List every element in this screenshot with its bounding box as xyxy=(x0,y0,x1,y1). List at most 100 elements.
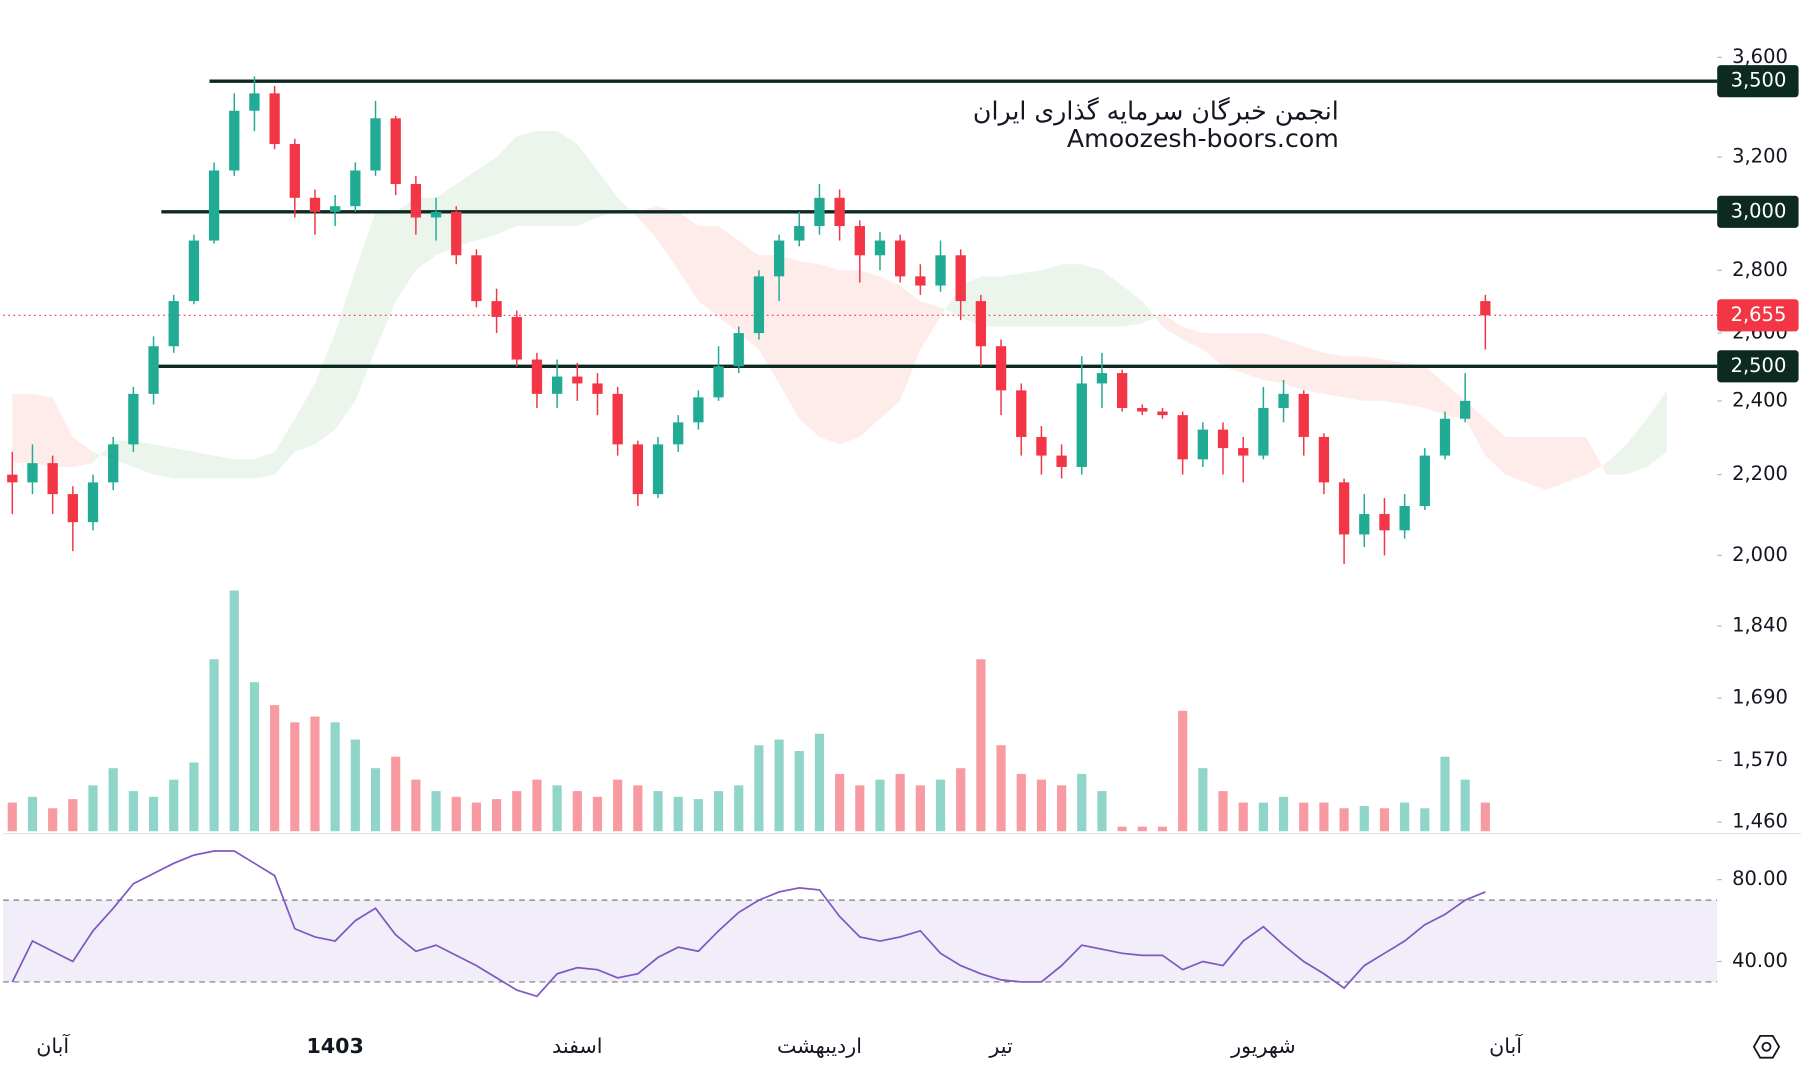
cloud-segment xyxy=(1525,436,1546,491)
cloud-segment xyxy=(1101,270,1123,327)
volume-bar xyxy=(956,768,966,832)
cloud-segment xyxy=(1586,436,1607,475)
volume-bar xyxy=(1097,791,1107,832)
cloud-segment xyxy=(1424,366,1445,416)
candle-body xyxy=(834,197,845,227)
candle-body xyxy=(1076,383,1087,467)
level-label: 2,500 xyxy=(1731,354,1787,377)
cloud-segment xyxy=(1566,436,1587,483)
volume-bar xyxy=(895,773,905,832)
candle-body xyxy=(854,226,865,256)
cloud-segment xyxy=(678,211,699,302)
volume-bar xyxy=(229,590,239,832)
volume-bar xyxy=(1218,791,1228,832)
candle-body xyxy=(511,316,522,360)
cloud-segment xyxy=(133,440,154,475)
cloud-segment xyxy=(476,157,497,241)
volume-bar xyxy=(1299,802,1309,832)
cloud-segment xyxy=(1364,356,1385,401)
candle-body xyxy=(1238,448,1249,456)
volume-bar xyxy=(27,796,38,832)
volume-bar xyxy=(391,756,401,832)
cloud-segment xyxy=(1182,326,1203,350)
volume-bar xyxy=(48,808,58,832)
y-tick-label: 1,840 xyxy=(1732,614,1788,637)
level-label: 3,500 xyxy=(1731,69,1787,92)
candle-body xyxy=(229,110,240,171)
settings-icon[interactable] xyxy=(1752,1034,1781,1059)
volume-bar xyxy=(996,745,1006,832)
volume-bar xyxy=(855,785,865,832)
candle-body xyxy=(572,376,583,384)
candle-body xyxy=(410,184,422,218)
cloud-segment xyxy=(1001,273,1022,327)
volume-bar xyxy=(330,722,340,832)
candle-body xyxy=(975,301,987,347)
cloud-segment xyxy=(900,285,921,401)
cloud-segment xyxy=(173,448,194,479)
y-tick-label: 2,200 xyxy=(1732,462,1788,485)
candle-body xyxy=(249,93,260,111)
cloud-segment xyxy=(859,270,880,437)
cloud-segment xyxy=(617,197,638,218)
candle-body xyxy=(1177,415,1188,460)
volume-bar xyxy=(1198,768,1208,832)
volume-bar xyxy=(1117,826,1127,832)
volume-bar xyxy=(814,733,825,832)
cloud-segment xyxy=(496,136,517,235)
candle-body xyxy=(390,118,401,185)
candle-body xyxy=(1197,429,1209,460)
x-tick-label: تیر xyxy=(988,1034,1013,1058)
volume-bar xyxy=(673,796,683,832)
cloud-segment xyxy=(153,444,174,479)
candle-body xyxy=(794,226,805,241)
volume-bar xyxy=(835,773,845,832)
cloud-segment xyxy=(536,131,558,227)
candle-body xyxy=(592,383,603,394)
volume-bar xyxy=(976,659,986,832)
cloud-segment xyxy=(1303,346,1324,394)
y-tick-label: 3,200 xyxy=(1732,145,1788,168)
volume-bar xyxy=(148,796,159,832)
candle-body xyxy=(1419,455,1430,507)
cloud-segment xyxy=(1162,313,1183,340)
candle-body xyxy=(1056,455,1067,467)
candle-body xyxy=(915,276,926,286)
candle-body xyxy=(531,359,543,394)
cloud-segment xyxy=(375,211,396,350)
volume-bar xyxy=(1016,773,1026,832)
last-price-label: 2,655 xyxy=(1731,303,1787,326)
volume-bar xyxy=(1036,779,1047,832)
cloud-segment xyxy=(1646,390,1667,467)
y-tick-label: 1,690 xyxy=(1732,686,1788,709)
cloud-segment xyxy=(779,255,800,419)
volume-bar xyxy=(350,739,360,832)
cloud-segment xyxy=(1384,359,1405,405)
candle-body xyxy=(27,463,38,483)
candle-body xyxy=(693,397,704,423)
volume-bar xyxy=(875,779,885,832)
volume-bar xyxy=(1460,779,1470,832)
rsi-line xyxy=(11,850,1486,998)
candle-body xyxy=(471,255,482,302)
x-tick-label: آبان xyxy=(36,1033,70,1058)
cloud-segment xyxy=(577,143,598,227)
cloud-segment xyxy=(557,131,578,227)
cloud-segment xyxy=(1021,270,1042,327)
level-badge xyxy=(1717,195,1799,228)
candle-body xyxy=(1439,418,1451,456)
last-price-badge xyxy=(1717,299,1799,332)
candle-body xyxy=(350,170,361,207)
volume-bar xyxy=(1359,806,1369,832)
volume-bar xyxy=(88,785,98,832)
volume-bar xyxy=(1258,802,1268,832)
candle-body xyxy=(935,255,946,286)
volume-bar xyxy=(1339,808,1349,832)
rsi-tick-label: 80.00 xyxy=(1732,867,1788,890)
volume-bar xyxy=(431,791,441,832)
volume-bar xyxy=(613,779,623,832)
x-tick-label: 1403 xyxy=(306,1034,363,1058)
volume-bar xyxy=(189,762,199,832)
volume-bar xyxy=(1278,796,1289,832)
volume-bar xyxy=(754,745,764,832)
